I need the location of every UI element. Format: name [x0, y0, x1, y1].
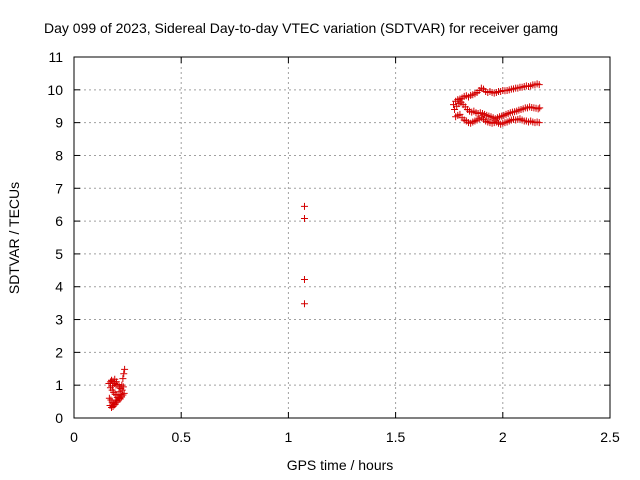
y-tick-label: 6	[55, 213, 63, 229]
data-point	[112, 381, 120, 389]
y-tick-label: 10	[47, 82, 63, 98]
data-point	[109, 403, 117, 411]
x-tick-label: 0.5	[171, 429, 191, 445]
y-tick-label: 3	[55, 312, 63, 328]
y-tick-label: 8	[55, 147, 63, 163]
y-tick-label: 1	[55, 377, 63, 393]
chart-title: Day 099 of 2023, Sidereal Day-to-day VTE…	[44, 20, 558, 36]
x-tick-label: 0	[70, 429, 78, 445]
data-point	[300, 202, 308, 210]
data-point	[110, 380, 118, 388]
x-tick-label: 1	[285, 429, 293, 445]
y-tick-label: 4	[55, 279, 63, 295]
x-axis-title: GPS time / hours	[287, 457, 394, 473]
data-point	[119, 375, 127, 383]
data-point	[120, 370, 128, 378]
x-tick-label: 1.5	[386, 429, 406, 445]
data-point	[105, 394, 113, 402]
y-tick-label: 7	[55, 180, 63, 196]
x-tick-label: 2	[499, 429, 507, 445]
y-tick-labels: 0 1 2 3 4 5 6 7 8 9 10 11	[47, 49, 63, 426]
y-tick-label: 9	[55, 115, 63, 131]
y-tick-label: 11	[48, 49, 63, 65]
data-point	[535, 119, 543, 127]
x-tick-label: 2.5	[600, 429, 620, 445]
data-point	[113, 394, 121, 402]
data-point	[535, 81, 543, 89]
y-tick-label: 2	[55, 344, 63, 360]
y-tick-label: 5	[55, 246, 63, 262]
data-point	[536, 104, 544, 112]
data-point	[534, 105, 542, 113]
y-tick-label: 0	[55, 410, 63, 426]
y-axis-title: SDTVAR / TECUs	[6, 182, 22, 294]
data-point	[300, 214, 308, 222]
data-point	[110, 401, 118, 409]
plot-frame	[73, 56, 611, 419]
data-point	[119, 383, 127, 391]
x-tick-labels: 0 0.5 1 1.5 2 2.5	[70, 429, 620, 445]
data-point	[300, 300, 308, 308]
data-point	[118, 386, 126, 394]
axis-ticks	[73, 56, 611, 419]
data-points	[105, 80, 544, 411]
grid-lines	[74, 57, 610, 418]
data-point	[121, 365, 129, 373]
data-point	[115, 388, 123, 396]
data-point	[300, 276, 308, 284]
